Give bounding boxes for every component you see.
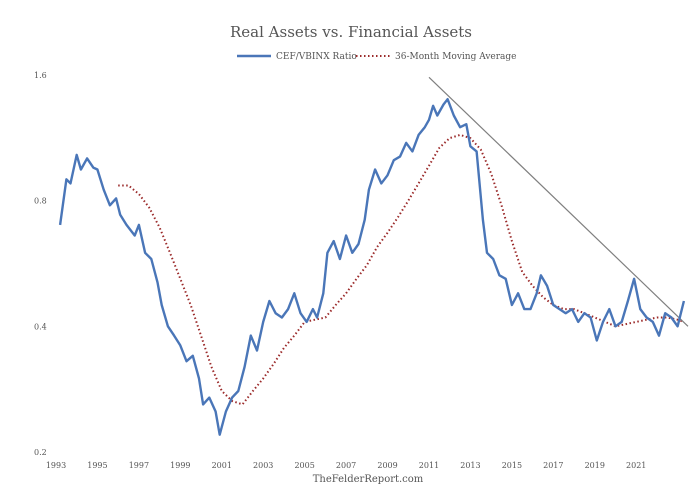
source-credit: TheFelderReport.com xyxy=(313,474,424,485)
legend-label-ratio: CEF/VBINX Ratio xyxy=(276,52,357,62)
trendline xyxy=(428,76,689,327)
x-tick-label: 1997 xyxy=(129,461,149,470)
x-tick-label: 2011 xyxy=(419,461,439,470)
legend-label-moving-average: 36-Month Moving Average xyxy=(395,52,517,62)
x-tick-label: 1999 xyxy=(170,461,190,470)
plot-area xyxy=(58,76,689,436)
x-tick-label: 2003 xyxy=(253,461,273,470)
x-tick-label: 2007 xyxy=(336,461,356,470)
x-tick-label: 2017 xyxy=(543,461,563,470)
y-tick-label: 1.6 xyxy=(34,71,47,80)
y-tick-label: 0.4 xyxy=(34,322,47,331)
x-tick-label: 2009 xyxy=(377,461,397,470)
x-tick-label: 2021 xyxy=(626,461,646,470)
y-tick-label: 0.2 xyxy=(34,448,47,457)
x-tick-label: 1995 xyxy=(87,461,107,470)
x-tick-label: 2015 xyxy=(502,461,522,470)
y-tick-label: 0.8 xyxy=(34,197,47,206)
chart-title: Real Assets vs. Financial Assets xyxy=(230,23,472,41)
x-tick-label: 2005 xyxy=(294,461,314,470)
x-axis: 1993 1995 1997 1999 2001 2003 2005 2007 2009 2011… xyxy=(46,461,647,470)
moving-average-line xyxy=(118,133,685,406)
legend: CEF/VBINX Ratio 36-Month Moving Average xyxy=(237,52,517,62)
x-tick-label: 2013 xyxy=(460,461,480,470)
y-axis: 0.2 0.4 0.8 1.6 xyxy=(34,71,47,457)
x-tick-label: 2001 xyxy=(212,461,232,470)
x-tick-label: 2019 xyxy=(585,461,605,470)
x-tick-label: 1993 xyxy=(46,461,66,470)
ratio-series-line xyxy=(58,98,686,436)
